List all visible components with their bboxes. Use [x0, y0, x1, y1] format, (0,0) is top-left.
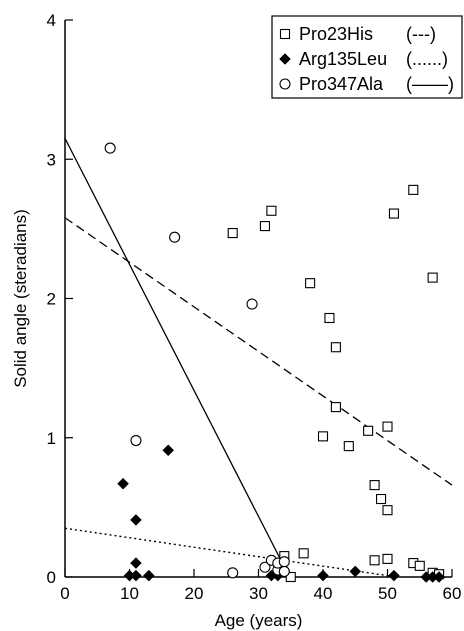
data-point-pro347ala	[104, 142, 116, 154]
data-point-pro347ala	[227, 567, 239, 579]
data-point-pro347ala	[278, 565, 290, 577]
y-tick-label: 4	[47, 11, 56, 30]
data-point-pro23his	[369, 480, 380, 491]
legend-label-pro347ala: Pro347Ala	[299, 74, 384, 94]
x-tick-label: 30	[249, 584, 268, 603]
x-tick-label: 10	[120, 584, 139, 603]
data-point-pro23his	[343, 441, 354, 452]
legend-line-style-pro347ala: (——)	[406, 74, 454, 94]
data-point-arg135leu	[162, 444, 175, 457]
data-point-pro23his	[227, 228, 238, 239]
data-point-pro23his	[324, 312, 335, 324]
y-tick-label: 0	[47, 568, 56, 587]
y-tick-label: 3	[47, 150, 56, 169]
data-point-pro23his	[388, 208, 400, 219]
data-point-pro23his	[382, 553, 393, 564]
data-point-pro23his	[305, 278, 316, 289]
data-point-pro23his	[259, 221, 271, 232]
data-point-arg135leu	[317, 569, 329, 582]
data-point-arg135leu	[388, 569, 400, 582]
x-axis-label: Age (years)	[215, 611, 303, 630]
legend-label-pro23his: Pro23His	[299, 24, 373, 44]
x-tick-label: 40	[314, 584, 333, 603]
y-tick-label: 1	[47, 429, 56, 448]
x-tick-label: 0	[60, 584, 69, 603]
legend-box	[271, 15, 463, 99]
legend-marker-pro23his	[279, 28, 291, 40]
data-point-pro347ala	[130, 434, 142, 447]
data-point-pro23his	[317, 431, 329, 442]
data-point-arg135leu	[349, 565, 362, 578]
data-point-pro23his	[382, 421, 393, 432]
legend-line-style-pro23his: (---)	[406, 24, 436, 44]
data-point-pro23his	[414, 560, 425, 571]
x-tick-label: 50	[378, 584, 397, 603]
data-point-pro347ala	[169, 231, 181, 243]
data-point-pro23his	[369, 555, 380, 566]
data-point-pro23his	[266, 205, 277, 216]
legend-marker-arg135leu	[279, 53, 291, 65]
data-point-arg135leu	[130, 514, 142, 526]
data-point-arg135leu	[142, 569, 155, 582]
trend-line-arg135leu	[64, 527, 398, 578]
data-point-pro347ala	[278, 556, 290, 568]
legend-line-style-arg135leu: (......)	[406, 49, 448, 69]
data-point-pro23his	[375, 493, 387, 505]
legend-entries: Pro23His (---) Arg135Leu (......) Pro347Ala (…	[279, 24, 454, 94]
legend: Pro23His (---) Arg135Leu (......) Pro347Ala (…	[271, 15, 463, 99]
x-tick-label: 20	[185, 584, 204, 603]
data-point-pro23his	[330, 342, 341, 353]
legend-label-arg135leu: Arg135Leu	[299, 49, 387, 69]
ticks: 0 10 20 30 40 50 60 0 1 2 3 4	[47, 11, 462, 603]
trend-lines	[64, 138, 453, 578]
trend-line-pro23his	[64, 217, 453, 486]
data-point-arg135leu	[130, 569, 142, 582]
legend-marker-pro347ala	[279, 78, 291, 90]
data-point-pro23his	[330, 402, 341, 413]
data-point-pro23his	[298, 548, 309, 559]
trend-line-pro347ala	[64, 138, 291, 578]
data-point-arg135leu	[117, 477, 129, 490]
data-point-pro23his	[285, 571, 296, 583]
data-point-pro23his	[382, 505, 393, 516]
y-tick-label: 2	[47, 290, 56, 309]
y-axis-label: Solid angle (steradians)	[11, 209, 30, 388]
data-point-pro23his	[363, 425, 374, 436]
data-point-pro347ala	[246, 298, 258, 310]
x-tick-label: 60	[443, 584, 462, 603]
data-point-pro347ala	[259, 561, 271, 573]
data-point-arg135leu	[130, 557, 142, 569]
data-point-pro23his	[408, 184, 419, 195]
axes	[64, 20, 452, 578]
data-point-arg135leu	[433, 571, 445, 583]
data-points	[104, 142, 445, 583]
data-point-pro23his	[427, 272, 438, 283]
